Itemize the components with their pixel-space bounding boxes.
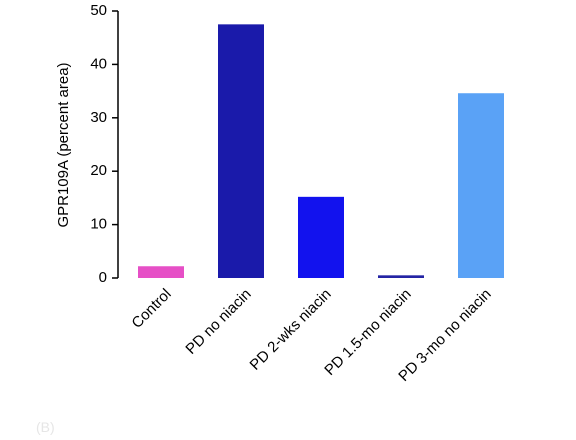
y-tick-label: 10: [90, 216, 107, 233]
x-tick-label: PD no niacin: [182, 286, 254, 358]
y-tick-label: 30: [90, 109, 107, 126]
x-tick-label: PD 1.5-mo niacin: [321, 286, 414, 379]
x-tick-label: Control: [128, 286, 174, 332]
bar: [138, 266, 184, 278]
y-tick-label: 40: [90, 55, 107, 72]
bar: [378, 275, 424, 278]
y-tick-label: 50: [90, 2, 107, 19]
bar: [298, 196, 344, 278]
y-axis-label: GPR109A (percent area): [55, 62, 72, 227]
panel-label: (B): [36, 419, 55, 435]
y-tick-label: 0: [99, 269, 107, 286]
bar: [458, 93, 504, 279]
x-tick-label: PD 2-wks niacin: [247, 286, 335, 374]
y-tick-label: 20: [90, 162, 107, 179]
bar: [218, 24, 264, 278]
